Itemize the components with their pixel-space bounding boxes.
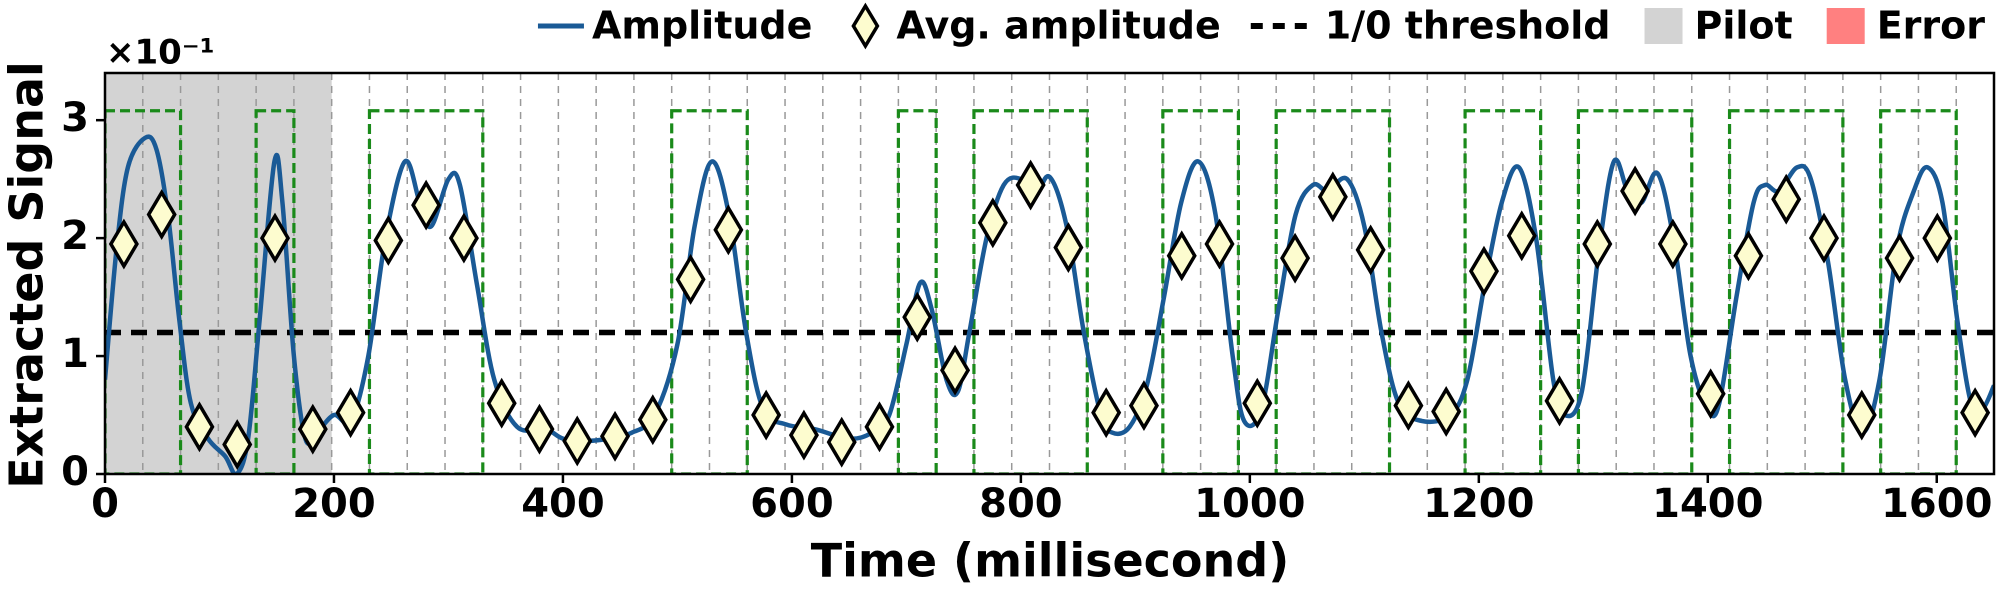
avg-amplitude-marker bbox=[1733, 230, 1764, 282]
avg-amplitude-marker bbox=[1506, 210, 1537, 262]
legend-label: Amplitude bbox=[592, 4, 812, 48]
bit-one-box bbox=[1879, 109, 1958, 474]
avg-amplitude-marker bbox=[1128, 380, 1159, 432]
avg-amplitude-marker bbox=[902, 291, 933, 343]
avg-amplitude-marker bbox=[1771, 173, 1802, 225]
avg-amplitude-marker bbox=[524, 403, 555, 455]
legend-label: 1/0 threshold bbox=[1325, 4, 1611, 48]
y-tick-label: 1 bbox=[61, 331, 89, 377]
bit-one-box bbox=[896, 109, 938, 474]
y-axis-label: Extracted Signal bbox=[0, 61, 54, 489]
avg-amplitude-marker bbox=[1884, 232, 1915, 284]
y-offset-label: ×10⁻¹ bbox=[106, 33, 215, 73]
avg-amplitude-marker bbox=[1960, 387, 1991, 439]
avg-amplitude-marker bbox=[940, 344, 971, 396]
avg-amplitude-marker bbox=[1393, 380, 1424, 432]
avg-amplitude-marker bbox=[146, 189, 177, 240]
legend: Amplitude Avg. amplitude 1/0 threshold Pilo… bbox=[537, 2, 1986, 50]
avg-amplitude-marker bbox=[1582, 218, 1613, 270]
x-tick-label: 200 bbox=[292, 481, 376, 527]
y-tick-label: 3 bbox=[61, 95, 89, 141]
avg-amplitude-marker bbox=[637, 394, 668, 446]
x-tick-label: 1600 bbox=[1881, 481, 1992, 527]
x-tick-label: 1000 bbox=[1194, 481, 1305, 527]
avg-amplitude-marker bbox=[713, 204, 744, 256]
avg-amplitude-marker bbox=[675, 253, 706, 305]
bit-one-box bbox=[1463, 109, 1543, 474]
avg-amplitude-marker bbox=[1053, 222, 1084, 273]
avg-amplitude-marker bbox=[259, 212, 291, 264]
avg-amplitude-marker bbox=[297, 403, 328, 455]
y-tick-label: 2 bbox=[61, 213, 89, 259]
avg-amplitude-marker bbox=[486, 377, 517, 429]
avg-amplitude-marker bbox=[411, 179, 442, 231]
avg-amplitude-marker bbox=[1355, 224, 1386, 276]
avg-amplitude-marker bbox=[222, 419, 253, 470]
plot-frame bbox=[103, 71, 1996, 476]
legend-item: Error bbox=[1826, 4, 1986, 48]
legend-label: Pilot bbox=[1695, 4, 1793, 48]
bit-one-box bbox=[1274, 109, 1392, 474]
avg-amplitude-marker bbox=[108, 218, 139, 270]
bit-one-box bbox=[105, 109, 183, 474]
legend-item: Amplitude bbox=[537, 4, 812, 48]
bit-one-box bbox=[367, 109, 485, 474]
avg-amplitude-marker bbox=[448, 212, 479, 264]
x-tick-label: 1400 bbox=[1652, 481, 1763, 527]
avg-amplitude-marker bbox=[599, 410, 631, 462]
x-tick-label: 800 bbox=[979, 481, 1063, 527]
avg-amplitude-marker bbox=[1166, 230, 1197, 282]
avg-amplitude-marker bbox=[788, 409, 819, 461]
avg-amplitude-marker bbox=[1468, 245, 1500, 297]
bit-one-box bbox=[670, 109, 749, 474]
legend-diamond bbox=[851, 2, 880, 50]
avg-amplitude-marker bbox=[1204, 218, 1235, 270]
x-tick-label: 1200 bbox=[1423, 481, 1534, 527]
avg-amplitude-marker bbox=[1620, 165, 1651, 217]
x-axis-label: Time (millisecond) bbox=[811, 534, 1289, 588]
avg-amplitude-marker bbox=[1657, 218, 1688, 270]
avg-amplitude-marker bbox=[373, 215, 404, 266]
avg-amplitude-marker bbox=[1695, 368, 1726, 420]
avg-amplitude-marker bbox=[864, 401, 895, 453]
x-tick-label: 600 bbox=[750, 481, 834, 527]
avg-amplitude-marker bbox=[1922, 212, 1953, 264]
legend-item: 1/0 threshold bbox=[1250, 4, 1611, 48]
y-tick-label: 0 bbox=[61, 449, 89, 495]
x-tick-label: 400 bbox=[521, 481, 605, 527]
legend-swatch bbox=[1644, 8, 1683, 44]
avg-amplitude-marker bbox=[1091, 387, 1122, 439]
avg-amplitude-marker bbox=[1846, 389, 1877, 441]
legend-swatch bbox=[1826, 8, 1865, 44]
avg-amplitude-marker bbox=[1317, 171, 1348, 223]
avg-amplitude-marker bbox=[1544, 375, 1575, 427]
avg-amplitude-marker bbox=[562, 415, 593, 467]
avg-amplitude-marker bbox=[1808, 212, 1840, 264]
x-tick-label: 0 bbox=[91, 481, 119, 527]
bit-one-box bbox=[254, 109, 296, 474]
avg-amplitude-marker bbox=[184, 401, 215, 453]
legend-item: Avg. amplitude bbox=[851, 2, 1221, 50]
avg-amplitude-marker bbox=[826, 416, 857, 468]
avg-amplitude-marker bbox=[1280, 232, 1311, 284]
legend-label: Error bbox=[1877, 4, 1986, 48]
avg-amplitude-marker bbox=[751, 389, 782, 441]
plot-area bbox=[105, 73, 1994, 474]
avg-amplitude-marker bbox=[1015, 159, 1046, 211]
avg-amplitude-marker bbox=[1242, 377, 1273, 429]
avg-amplitude-marker bbox=[1431, 386, 1462, 437]
avg-amplitude-marker bbox=[335, 387, 366, 439]
amplitude-line bbox=[105, 134, 1994, 474]
legend-label: Avg. amplitude bbox=[896, 4, 1220, 48]
bit-one-box bbox=[1727, 109, 1845, 474]
avg-amplitude-marker bbox=[977, 197, 1008, 249]
legend-item: Pilot bbox=[1644, 4, 1793, 48]
